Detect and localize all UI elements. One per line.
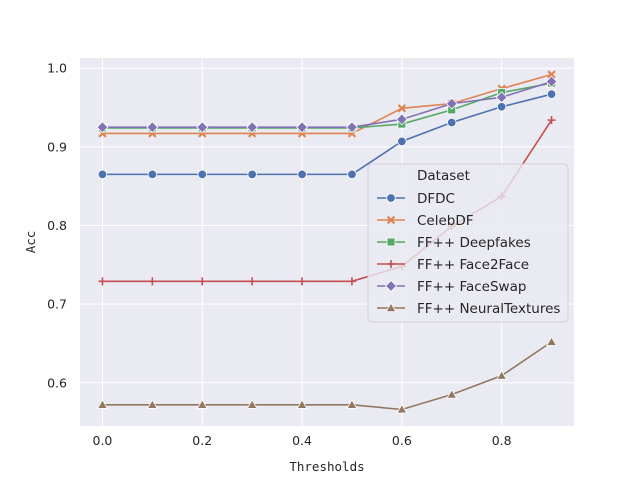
point-marker-triangle [96,399,108,409]
x-tick-label: 0.6 [392,433,412,448]
series-ff-faceswap [96,75,558,134]
point-marker-triangle [396,403,408,414]
x-tick-label: 0.0 [93,433,113,448]
legend-title: Dataset [417,168,470,184]
y-axis-label: Acc [23,231,38,254]
point-marker-diamond [545,75,558,88]
point-marker-plus [98,277,107,286]
point-marker-plus [248,277,257,286]
legend-box [367,163,569,323]
point-marker-circle [397,136,407,147]
point-marker-triangle [246,399,258,409]
series-line [102,93,552,176]
point-marker-diamond [296,121,309,134]
point-marker-circle [447,117,457,128]
series-line [102,341,552,411]
series-dfdc [97,89,557,180]
point-marker-plus [547,116,556,125]
x-tick-label: 0.8 [492,433,512,448]
point-marker-x [547,70,556,79]
point-marker-triangle [385,302,397,313]
legend-label: FF++ NeuralTextures [417,301,560,317]
tick-labels: 0.0 0.2 0.4 0.6 0.8 0.6 0.7 0.8 0.9 1.0 [47,61,512,448]
series-line [102,80,552,128]
y-tick-label: 0.7 [47,297,67,312]
point-marker-plus [298,277,307,286]
series-line [102,73,552,135]
point-marker-diamond [385,280,397,292]
point-marker-plus [198,277,207,286]
point-marker-diamond [345,121,358,134]
point-marker-plus [148,277,157,286]
point-marker-square [386,237,396,247]
point-marker-plus [387,260,395,268]
point-marker-circle [496,102,507,112]
point-marker-circle [197,169,207,180]
point-marker-diamond [246,121,259,134]
point-marker-circle [147,169,158,180]
legend-label: FF++ Face2Face [417,257,529,273]
point-marker-triangle [496,370,508,380]
x-tick-label: 0.4 [292,433,312,448]
point-marker-diamond [445,97,458,110]
legend-item: CelebDF [377,213,474,229]
point-marker-triangle [146,399,158,409]
point-marker-circle [386,193,396,203]
y-tick-label: 0.8 [47,218,67,233]
legend: Dataset DFDC CelebDF FF++ Deepfakes FF++ Fac… [367,163,569,323]
point-marker-x [397,104,407,113]
point-marker-circle [347,169,357,180]
legend-item: DFDC [377,191,455,207]
point-marker-x [386,215,396,225]
legend-label: DFDC [417,191,455,207]
point-marker-triangle [446,388,458,399]
series-ff-neuraltextures [96,336,558,414]
point-marker-triangle [196,399,208,409]
legend-label: FF++ FaceSwap [417,279,526,295]
x-tick-label: 0.2 [192,433,212,448]
legend-item: FF++ Deepfakes [377,235,531,251]
point-marker-circle [546,89,557,99]
x-axis-label: Thresholds [289,459,364,474]
y-tick-label: 0.9 [47,139,67,154]
point-marker-triangle [346,399,358,409]
point-marker-plus [347,277,356,286]
legend-item: FF++ FaceSwap [377,279,526,295]
point-marker-diamond [96,121,109,134]
y-tick-label: 0.6 [47,375,67,390]
point-marker-circle [247,169,257,180]
legend-item: FF++ NeuralTextures [377,301,560,317]
point-marker-diamond [196,121,209,134]
point-marker-diamond [495,91,508,104]
point-marker-triangle [296,399,308,409]
point-marker-diamond [395,113,408,126]
legend-item: FF++ Face2Face [377,257,529,273]
point-marker-triangle [546,336,558,346]
legend-label: FF++ Deepfakes [417,235,531,251]
point-marker-diamond [146,121,159,134]
legend-label: CelebDF [417,213,474,229]
point-marker-circle [297,169,307,180]
point-marker-circle [97,169,108,180]
y-tick-label: 1.0 [47,61,67,76]
